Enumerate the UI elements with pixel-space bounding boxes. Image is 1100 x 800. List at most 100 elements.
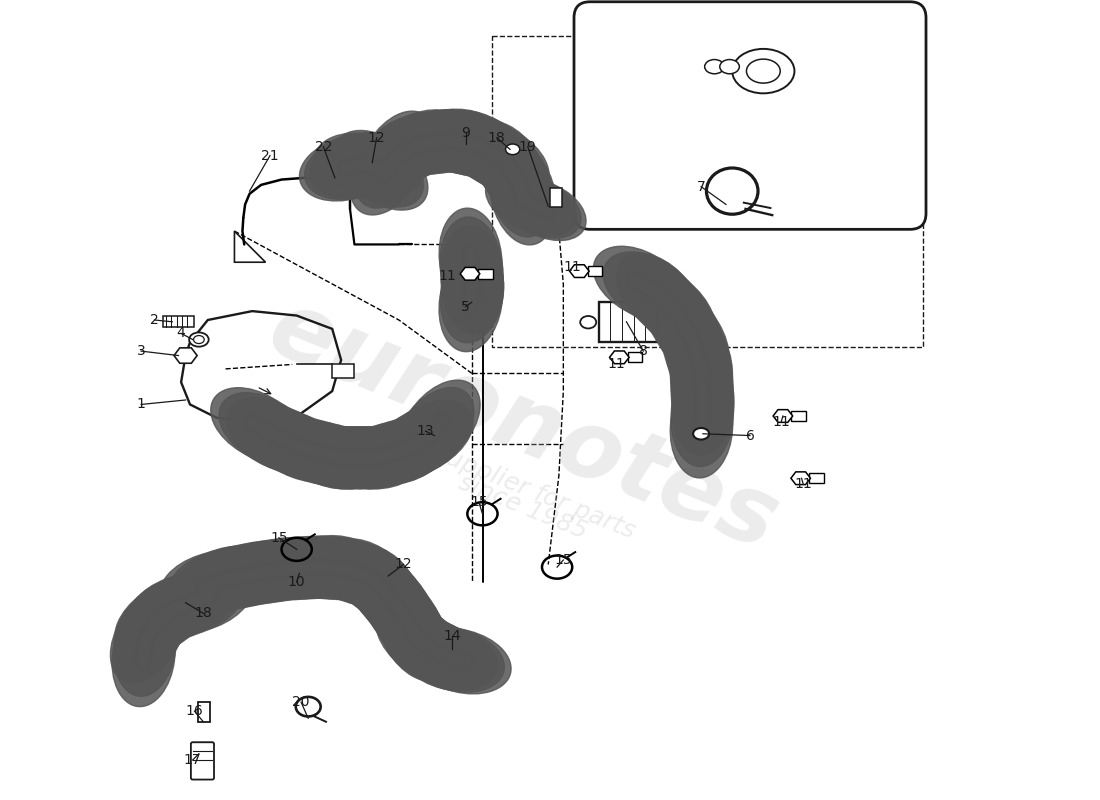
Ellipse shape (394, 387, 474, 474)
Ellipse shape (212, 541, 311, 604)
Text: 19: 19 (519, 140, 537, 154)
Ellipse shape (671, 345, 734, 444)
Ellipse shape (228, 398, 318, 471)
Ellipse shape (505, 180, 586, 241)
Ellipse shape (157, 563, 253, 631)
Text: 15: 15 (470, 495, 487, 510)
Ellipse shape (437, 110, 528, 185)
Ellipse shape (258, 537, 359, 599)
Ellipse shape (123, 575, 212, 653)
Ellipse shape (440, 217, 503, 316)
Ellipse shape (487, 139, 553, 237)
Ellipse shape (439, 208, 502, 307)
Polygon shape (609, 351, 629, 364)
Bar (198, 702, 210, 722)
Ellipse shape (364, 114, 458, 184)
Ellipse shape (368, 576, 444, 666)
FancyBboxPatch shape (191, 742, 214, 779)
Ellipse shape (287, 537, 386, 599)
Ellipse shape (306, 538, 403, 605)
Ellipse shape (252, 411, 346, 481)
Ellipse shape (112, 607, 175, 706)
Ellipse shape (324, 426, 424, 489)
Text: 11: 11 (794, 478, 812, 491)
Text: euronotes: euronotes (255, 282, 791, 570)
Bar (478, 269, 493, 278)
Ellipse shape (315, 133, 412, 197)
Ellipse shape (418, 111, 516, 176)
Text: since 1985: since 1985 (455, 470, 591, 543)
Ellipse shape (320, 134, 418, 198)
Ellipse shape (350, 125, 426, 215)
Ellipse shape (440, 244, 504, 343)
Text: 13: 13 (417, 424, 434, 438)
Ellipse shape (444, 115, 535, 189)
Polygon shape (460, 267, 480, 280)
Ellipse shape (278, 422, 375, 486)
Ellipse shape (400, 626, 497, 690)
Ellipse shape (372, 110, 465, 181)
Ellipse shape (705, 59, 724, 74)
Bar (550, 189, 562, 207)
Ellipse shape (410, 110, 508, 174)
Text: 10: 10 (288, 575, 306, 590)
Ellipse shape (490, 147, 554, 245)
Ellipse shape (402, 109, 500, 172)
Text: 15: 15 (271, 530, 288, 545)
Ellipse shape (671, 334, 733, 433)
Ellipse shape (113, 597, 176, 696)
Ellipse shape (382, 400, 473, 474)
Text: 20: 20 (293, 695, 310, 710)
Ellipse shape (110, 591, 185, 682)
Ellipse shape (662, 302, 728, 398)
Polygon shape (570, 265, 590, 278)
Ellipse shape (617, 254, 700, 336)
Ellipse shape (297, 536, 394, 602)
Text: 17: 17 (184, 753, 201, 767)
Ellipse shape (625, 262, 707, 344)
Ellipse shape (382, 606, 469, 684)
Ellipse shape (315, 426, 415, 489)
Ellipse shape (364, 570, 440, 659)
Ellipse shape (194, 335, 205, 343)
Ellipse shape (333, 544, 420, 623)
Ellipse shape (644, 274, 717, 366)
Ellipse shape (328, 539, 415, 618)
Ellipse shape (656, 294, 729, 385)
Ellipse shape (475, 129, 551, 218)
Text: 5: 5 (461, 300, 470, 314)
Ellipse shape (349, 552, 428, 638)
Ellipse shape (334, 423, 432, 489)
Text: 16: 16 (186, 704, 204, 718)
Ellipse shape (719, 59, 739, 74)
Ellipse shape (495, 176, 576, 236)
Ellipse shape (649, 284, 724, 375)
Text: 22: 22 (315, 140, 332, 154)
Ellipse shape (376, 601, 463, 680)
Ellipse shape (500, 178, 581, 238)
Ellipse shape (334, 130, 424, 207)
Ellipse shape (344, 420, 441, 486)
Ellipse shape (670, 322, 733, 422)
Ellipse shape (114, 582, 204, 658)
Bar (587, 266, 603, 276)
Ellipse shape (315, 542, 411, 608)
Text: 6: 6 (746, 429, 755, 442)
Ellipse shape (396, 619, 490, 690)
Bar (163, 315, 195, 327)
Text: 8: 8 (639, 344, 648, 358)
Ellipse shape (471, 122, 547, 212)
Ellipse shape (148, 567, 244, 635)
Ellipse shape (243, 408, 338, 477)
Ellipse shape (296, 426, 395, 489)
Ellipse shape (204, 542, 302, 606)
Ellipse shape (439, 253, 503, 352)
Ellipse shape (480, 135, 556, 226)
Ellipse shape (377, 112, 476, 175)
Ellipse shape (250, 537, 349, 599)
Ellipse shape (231, 538, 330, 602)
Ellipse shape (260, 417, 358, 482)
Bar (808, 474, 824, 483)
Text: 7: 7 (696, 180, 705, 194)
Ellipse shape (189, 333, 209, 346)
